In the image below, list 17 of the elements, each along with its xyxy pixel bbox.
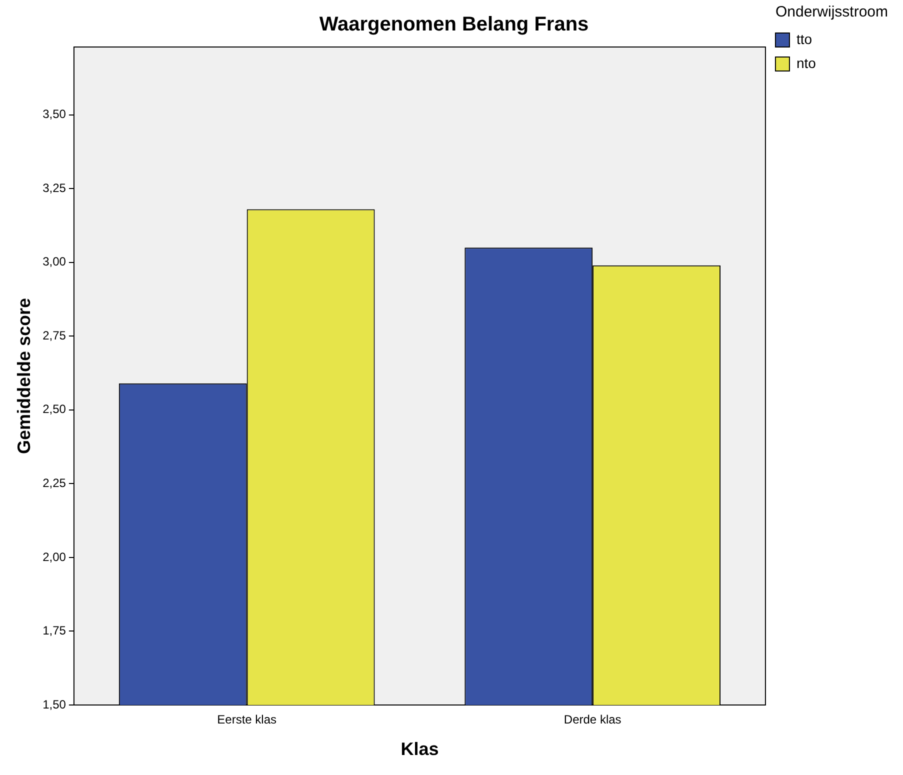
y-tick-label: 2,50: [42, 402, 66, 416]
y-tick-label: 2,00: [42, 550, 66, 564]
y-tick-label: 3,00: [42, 254, 66, 269]
legend-title: Onderwijsstroom: [775, 4, 888, 21]
y-tick-label: 1,50: [42, 697, 66, 712]
y-tick-label: 2,75: [42, 328, 66, 342]
y-axis-title: Gemiddelde score: [14, 298, 34, 454]
y-tick-label: 3,25: [42, 180, 66, 195]
y-tick-label: 1,75: [42, 624, 66, 638]
x-axis-title: Klas: [400, 739, 439, 760]
x-tick-label: Derde klas: [564, 712, 622, 727]
x-tick-label: Eerste klas: [217, 712, 277, 727]
legend-label: tto: [796, 30, 812, 47]
y-tick-label: 2,25: [42, 476, 66, 490]
y-tick-label: 3,50: [42, 107, 66, 122]
chart-title: Waargenomen Belang Frans: [319, 14, 589, 36]
legend-label: nto: [796, 54, 816, 71]
